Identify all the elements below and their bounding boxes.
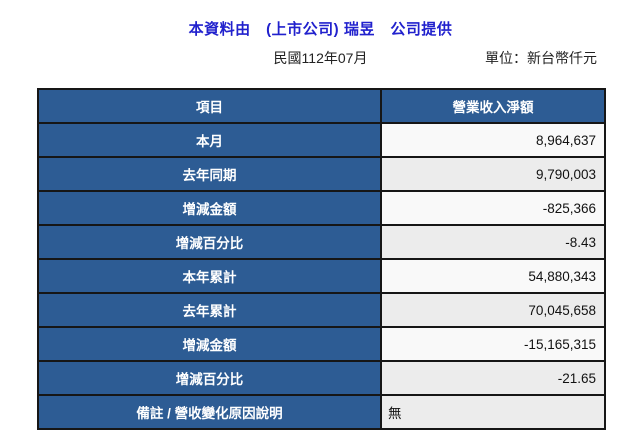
row-label-same-period-last-year: 去年同期 (37, 156, 382, 192)
table-row: 本年累計 54,880,343 (37, 258, 606, 294)
table-row: 備註 / 營收變化原因說明 無 (37, 394, 606, 430)
table-row: 增減金額 -825,366 (37, 190, 606, 226)
row-label-ytd-last-year: 去年累計 (37, 292, 382, 328)
row-value-ytd-last-year: 70,045,658 (380, 292, 606, 328)
row-label-ytd-current: 本年累計 (37, 258, 382, 294)
row-value-monthly-change-percent: -8.43 (380, 224, 606, 260)
row-value-ytd-change-amount: -15,165,315 (380, 326, 606, 362)
table-row: 增減百分比 -21.65 (37, 360, 606, 396)
table-row: 去年同期 9,790,003 (37, 156, 606, 192)
row-label-monthly-change-amount: 增減金額 (37, 190, 382, 226)
table-header-row: 項目 營業收入淨額 (37, 88, 606, 124)
revenue-table: 項目 營業收入淨額 本月 8,964,637 去年同期 9,790,003 增減… (37, 88, 606, 430)
currency-unit-label: 單位：新台幣仟元 (485, 50, 597, 66)
table-row: 增減金額 -15,165,315 (37, 326, 606, 362)
row-label-current-month: 本月 (37, 122, 382, 158)
table-row: 增減百分比 -8.43 (37, 224, 606, 260)
row-value-current-month: 8,964,637 (380, 122, 606, 158)
column-header-net-revenue: 營業收入淨額 (380, 88, 606, 124)
page-title: 本資料由 (上市公司) 瑞昱 公司提供 (188, 21, 453, 38)
row-label-monthly-change-percent: 增減百分比 (37, 224, 382, 260)
column-header-item: 項目 (37, 88, 382, 124)
table-row: 去年累計 70,045,658 (37, 292, 606, 328)
row-label-ytd-change-percent: 增減百分比 (37, 360, 382, 396)
row-label-remarks: 備註 / 營收變化原因說明 (37, 394, 382, 430)
table-row: 本月 8,964,637 (37, 122, 606, 158)
report-period: 民國112年07月 (273, 50, 368, 66)
row-label-ytd-change-amount: 增減金額 (37, 326, 382, 362)
row-value-same-period-last-year: 9,790,003 (380, 156, 606, 192)
row-value-remarks: 無 (380, 394, 606, 430)
row-value-ytd-current: 54,880,343 (380, 258, 606, 294)
row-value-monthly-change-amount: -825,366 (380, 190, 606, 226)
row-value-ytd-change-percent: -21.65 (380, 360, 606, 396)
meta-line: 民國112年07月 單位：新台幣仟元 (37, 48, 604, 66)
